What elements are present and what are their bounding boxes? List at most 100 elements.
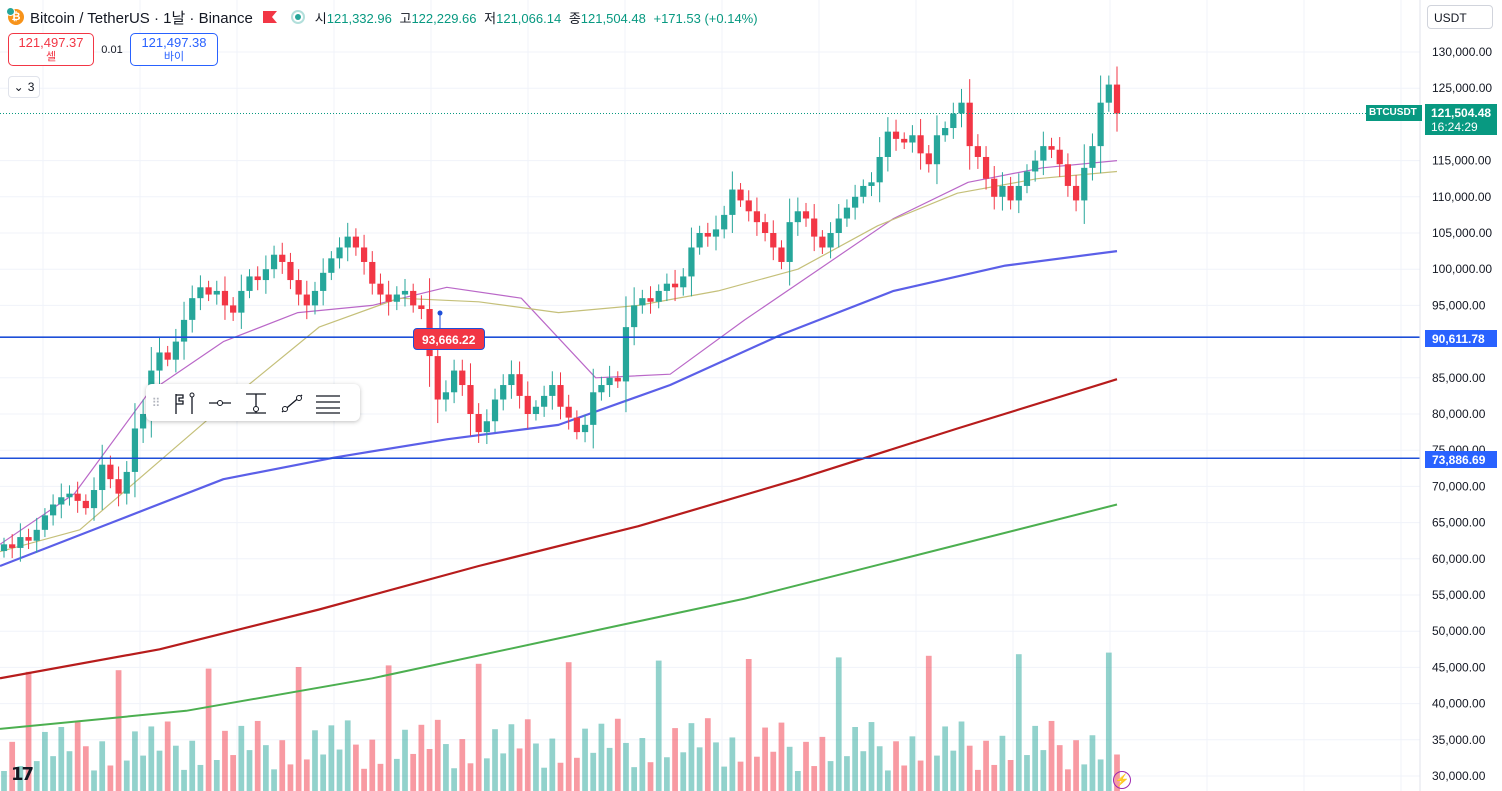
indicators-toggle-button[interactable]: ⌄ 3 xyxy=(8,76,40,98)
candle-body xyxy=(41,515,49,530)
candle-body xyxy=(246,276,253,291)
lightning-icon[interactable]: ⚡ xyxy=(1113,771,1131,789)
volume-bar xyxy=(50,756,56,791)
volume-bar xyxy=(934,755,940,791)
volume-bar xyxy=(1089,735,1096,791)
hline-price-tag-2[interactable]: 73,886.69 xyxy=(1425,451,1497,468)
candle-body xyxy=(156,352,163,371)
candle-body xyxy=(1048,146,1055,150)
flag-pin-icon[interactable] xyxy=(166,384,202,421)
volume-bar xyxy=(197,764,204,791)
trend-line-icon[interactable] xyxy=(274,384,310,421)
volume-bar xyxy=(312,730,318,791)
price-scale-label: 70,000.00 xyxy=(1432,479,1486,493)
candle-body xyxy=(205,287,212,295)
volume-bar xyxy=(909,736,916,791)
volume-bar xyxy=(156,750,163,791)
candlestick-series[interactable] xyxy=(0,66,1121,562)
candle-body xyxy=(942,128,949,136)
buy-button[interactable]: 121,497.38 바이 xyxy=(130,33,218,66)
volume-bar xyxy=(66,751,73,791)
volume-bar xyxy=(205,668,212,791)
volume-bar xyxy=(295,667,302,791)
candle-body xyxy=(721,214,728,230)
horizontal-ray-icon[interactable] xyxy=(202,384,238,421)
candle-body xyxy=(966,102,973,147)
volume-bar xyxy=(598,723,605,791)
volume-bar xyxy=(303,759,310,791)
flag-icon[interactable] xyxy=(262,11,277,23)
drawing-price-label[interactable]: 93,666.22 xyxy=(413,328,485,350)
candle-body xyxy=(221,290,229,306)
volume-bar xyxy=(852,727,858,791)
volume-bar xyxy=(819,736,826,791)
last-price-tag: 121,504.48 16:24:29 xyxy=(1425,104,1497,135)
candle-body xyxy=(516,374,523,396)
candle-body xyxy=(393,294,400,302)
symbol-tag: BTCUSDT xyxy=(1366,105,1422,121)
sell-button[interactable]: 121,497.37 셀 xyxy=(8,33,94,66)
candle-body xyxy=(467,385,474,414)
parallel-lines-icon[interactable] xyxy=(310,384,346,421)
price-scale-label: 85,000.00 xyxy=(1432,371,1486,385)
volume-bar xyxy=(17,766,24,791)
candle-body xyxy=(1064,164,1072,186)
symbol-title[interactable]: Bitcoin / TetherUS · 1날 · Binance xyxy=(30,9,253,27)
candle-body xyxy=(500,385,507,400)
volume-bar xyxy=(942,726,949,791)
volume-bar xyxy=(328,725,335,791)
candle-body xyxy=(328,258,335,273)
candle-body xyxy=(311,290,319,306)
candle-body xyxy=(459,370,466,386)
price-scale-label: 55,000.00 xyxy=(1432,588,1486,602)
volume-bar xyxy=(459,739,466,791)
volume-bar xyxy=(745,659,752,791)
moving-average-line xyxy=(0,378,1118,680)
chevron-down-icon: ⌄ xyxy=(13,80,24,94)
volume-bar xyxy=(844,756,850,791)
tradingview-logo[interactable]: 17 xyxy=(11,764,34,785)
candle-body xyxy=(344,236,351,248)
price-scale[interactable]: 130,000.00 125,000.00 115,000.00 110,000.00… xyxy=(1419,0,1492,791)
moving-average-line xyxy=(0,160,1118,545)
candle-body xyxy=(9,544,16,548)
candle-body xyxy=(892,131,900,139)
symbol-legend[interactable]: ₿ Bitcoin / TetherUS · 1날 · Binance 시121… xyxy=(6,6,758,28)
volume-bar xyxy=(74,722,81,791)
candle-body xyxy=(573,417,580,433)
candle-body xyxy=(58,497,65,505)
hline-price-tag-1[interactable]: 90,611.78 xyxy=(1425,330,1497,347)
volume-bar xyxy=(25,671,32,791)
vertical-line-icon[interactable] xyxy=(238,384,274,421)
moving-average-line xyxy=(0,503,1118,730)
price-scale-label: 30,000.00 xyxy=(1432,769,1486,783)
candle-body xyxy=(581,424,589,433)
spread-value: 0.01 xyxy=(101,44,123,56)
candle-body xyxy=(189,298,196,320)
candle-body xyxy=(352,236,360,248)
candle-body xyxy=(557,385,564,407)
candle-body xyxy=(131,428,139,472)
price-scale-label: 130,000.00 xyxy=(1432,45,1492,59)
volume-bar xyxy=(803,741,809,791)
price-change: +171.53 (+0.14%) xyxy=(653,10,758,26)
volume-bar xyxy=(508,724,515,791)
candle-body xyxy=(238,290,245,313)
candle-body xyxy=(663,283,670,291)
drag-handle-icon[interactable]: ⠿ xyxy=(151,395,161,410)
candle-body xyxy=(434,356,441,400)
currency-selector[interactable]: USDT xyxy=(1427,5,1493,29)
volume-bar xyxy=(1040,750,1047,791)
volume-bar xyxy=(1048,720,1055,791)
candle-body xyxy=(25,537,32,541)
volume-bar xyxy=(33,761,40,791)
volume-bar xyxy=(238,725,245,791)
volume-bar xyxy=(827,761,834,791)
candle-body xyxy=(140,414,147,429)
buy-label: 바이 xyxy=(163,51,185,63)
drawing-toolbar[interactable]: ⠿ xyxy=(146,384,360,421)
volume-bar xyxy=(91,770,97,791)
volume-bar xyxy=(541,767,547,791)
candle-body xyxy=(1113,84,1121,114)
